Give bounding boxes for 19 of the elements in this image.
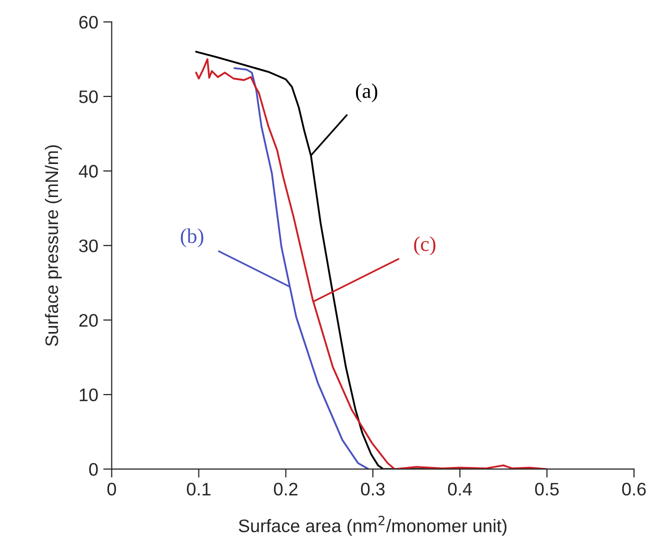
y-tick-label: 60 bbox=[79, 16, 98, 29]
annotation: (b) bbox=[180, 228, 204, 248]
y-tick-label: 0 bbox=[89, 463, 98, 476]
x-tick-label: 0.5 bbox=[535, 482, 559, 496]
y-tick-label: 10 bbox=[80, 388, 98, 402]
y-tick-label: 40 bbox=[78, 164, 98, 178]
x-tick-label: 0 bbox=[107, 482, 116, 496]
x-axis-title: Surface area (nm$^{2}$/monomer unit) bbox=[238, 516, 506, 536]
x-tick-label: 0.1 bbox=[186, 482, 210, 496]
x-tick-label: 0.6 bbox=[622, 482, 646, 496]
x-tick-label: 0.4 bbox=[448, 482, 472, 496]
annotation: (a) bbox=[356, 83, 378, 102]
x-tick-label: 0.2 bbox=[274, 482, 298, 496]
y-tick-label: 20 bbox=[79, 314, 98, 327]
y-tick-label: 50 bbox=[79, 90, 98, 104]
y-axis-title: Surface pressure (mN/m) bbox=[44, 145, 62, 346]
annotation: (c) bbox=[414, 236, 436, 256]
x-tick-label: 0.3 bbox=[361, 482, 385, 496]
y-tick-label: 30 bbox=[79, 239, 98, 252]
